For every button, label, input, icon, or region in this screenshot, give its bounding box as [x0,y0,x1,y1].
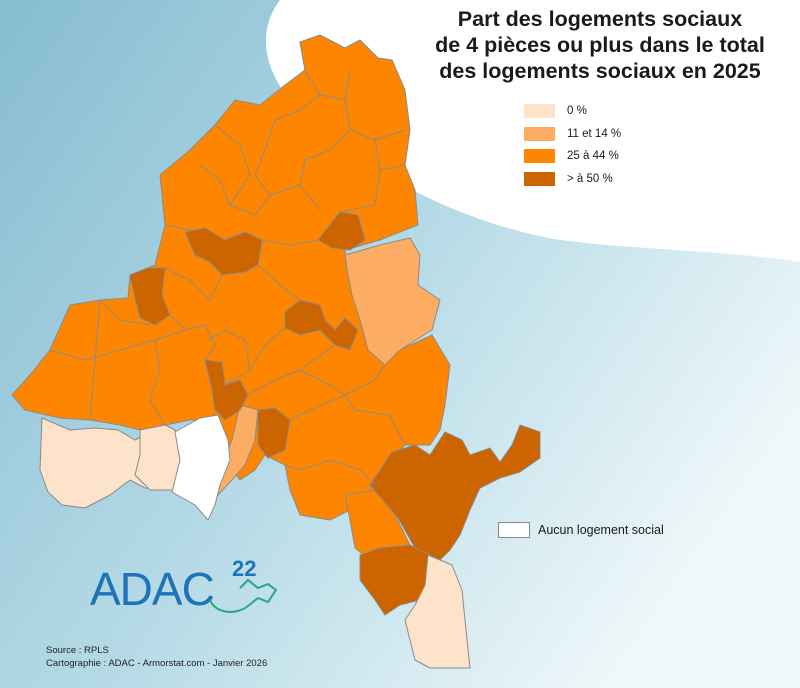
legend-swatch-1 [524,126,555,141]
legend-swatch-3 [524,171,555,186]
commune-area-south-beige [404,554,471,669]
legend-item: 11 et 14 % [524,123,621,146]
title-line-1: Part des logements sociaux [457,7,743,31]
commune-area-dark-5 [204,359,249,421]
legend-label-0: 0 % [567,105,587,118]
legend-item: 25 à 44 % [524,145,621,168]
commune-area-dark-7 [369,424,541,561]
commune-area-dark-4 [284,299,359,351]
title-line-3: des logements sociaux en 2025 [439,59,761,83]
legend-item: > à 50 % [524,168,621,191]
logo-number: 22 [232,556,257,581]
legend-label-1: 11 et 14 % [567,127,622,140]
legend-swatch-0 [524,104,555,119]
credits-line: Cartographie : ADAC - Armorstat.com - Ja… [46,658,268,669]
source-credits: Source : RPLS Cartographie : ADAC - Armo… [46,644,267,670]
map-title: Part des logements sociaux de 4 pièces o… [405,6,795,84]
commune-area-no-social [171,414,231,521]
legend-swatch-2 [524,149,555,164]
legend-label-3: > à 50 % [567,172,613,185]
legend-no-social: Aucun logement social [498,522,664,538]
title-line-2: de 4 pièces ou plus dans le total [435,33,765,57]
adac-logo: ADAC 22 [90,556,290,618]
legend-label-no-social: Aucun logement social [538,523,664,537]
legend-label-2: 25 à 44 % [567,150,619,163]
logo-outline-icon [209,578,278,613]
logo-text: ADAC [90,563,215,615]
source-line: Source : RPLS [46,645,109,656]
commune-area-east-light [344,237,441,366]
legend-swatch-no-social [498,522,530,538]
legend: 0 % 11 et 14 % 25 à 44 % > à 50 % [524,100,621,190]
commune-area-dark-6 [257,407,291,459]
legend-item: 0 % [524,100,621,123]
